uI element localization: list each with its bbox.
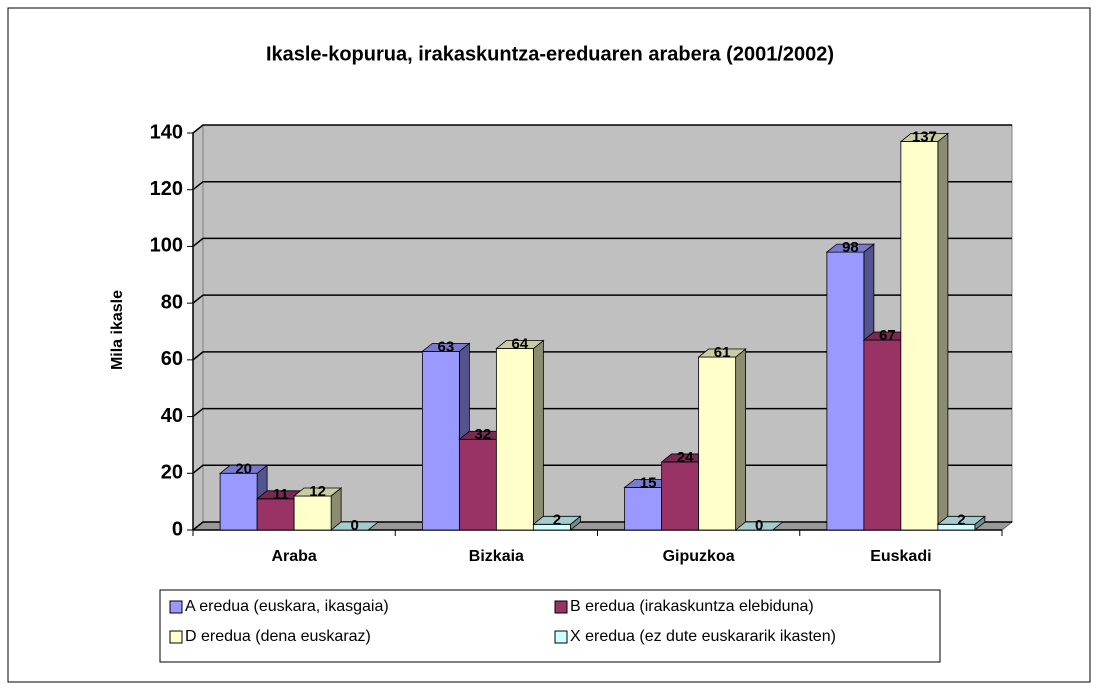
bar — [293, 495, 332, 531]
bar-top — [532, 515, 582, 525]
value-label: 64 — [512, 335, 529, 352]
bar — [863, 339, 902, 531]
value-label: 24 — [677, 449, 694, 466]
y-tick-label: 140 — [150, 121, 183, 143]
value-label: 2 — [553, 511, 561, 528]
value-label: 2 — [957, 511, 965, 528]
legend-swatch — [554, 600, 568, 614]
bar-side — [735, 348, 747, 531]
x-tick-label: Gipuzkoa — [663, 548, 735, 565]
y-tick-label: 0 — [172, 518, 183, 540]
bar — [219, 472, 258, 531]
legend-label: B eredua (irakaskuntza elebiduna) — [570, 598, 814, 615]
bar-top — [825, 243, 876, 253]
y-tick-label: 60 — [161, 348, 183, 370]
value-label: 15 — [640, 474, 657, 491]
y-tick-label: 120 — [150, 178, 183, 200]
value-label: 61 — [714, 344, 731, 361]
y-tick-label: 80 — [161, 291, 183, 313]
y-axis-title: Mila ikasle — [109, 290, 126, 370]
legend-swatch — [169, 630, 183, 644]
bar-top — [697, 348, 747, 358]
bar — [698, 356, 737, 531]
bar — [495, 348, 534, 531]
bar — [458, 438, 497, 531]
value-label: 98 — [842, 239, 859, 256]
value-label: 32 — [475, 426, 492, 443]
legend-swatch — [169, 600, 183, 614]
value-label: 0 — [755, 517, 763, 534]
value-label: 137 — [912, 128, 937, 145]
x-tick-label: Euskadi — [870, 548, 931, 565]
grid-line — [192, 180, 1012, 191]
bar — [900, 141, 939, 531]
value-label: 20 — [235, 460, 252, 477]
bar — [661, 461, 700, 531]
bar-top — [292, 487, 343, 497]
legend-label: D eredua (dena euskaraz) — [185, 628, 371, 645]
value-label: 63 — [438, 338, 455, 355]
bar — [624, 487, 663, 531]
bar — [256, 498, 295, 531]
grid-line — [192, 124, 1012, 134]
bar-top — [734, 521, 784, 531]
bar-side — [532, 339, 544, 531]
bar-top — [218, 464, 269, 474]
value-label: 12 — [309, 483, 326, 500]
legend-box — [159, 589, 941, 663]
bar-top — [495, 340, 545, 349]
bar — [421, 350, 460, 531]
legend-swatch — [554, 630, 568, 644]
bar — [826, 251, 865, 531]
y-tick-label: 100 — [150, 235, 183, 257]
bar-side — [937, 132, 949, 531]
x-tick-label: Bizkaia — [469, 548, 524, 565]
bar-top — [421, 342, 471, 352]
chart-title: Ikasle-kopurua, irakaskuntza-ereduaren a… — [266, 43, 834, 65]
y-tick-label: 40 — [161, 405, 183, 427]
y-tick-label: 20 — [161, 462, 183, 484]
bar-top — [329, 521, 380, 531]
value-label: 67 — [879, 327, 896, 344]
grid-line — [192, 294, 1012, 304]
legend-label: A eredua (euskara, ikasgaia) — [185, 598, 389, 615]
bar-top — [899, 133, 950, 142]
legend-label: X eredua (ez dute euskararik ikasten) — [570, 628, 836, 645]
grid-line — [192, 237, 1012, 248]
x-tick-label: Araba — [271, 548, 316, 565]
value-label: 11 — [273, 486, 289, 503]
value-label: 0 — [350, 517, 358, 534]
bar-top — [936, 515, 987, 525]
